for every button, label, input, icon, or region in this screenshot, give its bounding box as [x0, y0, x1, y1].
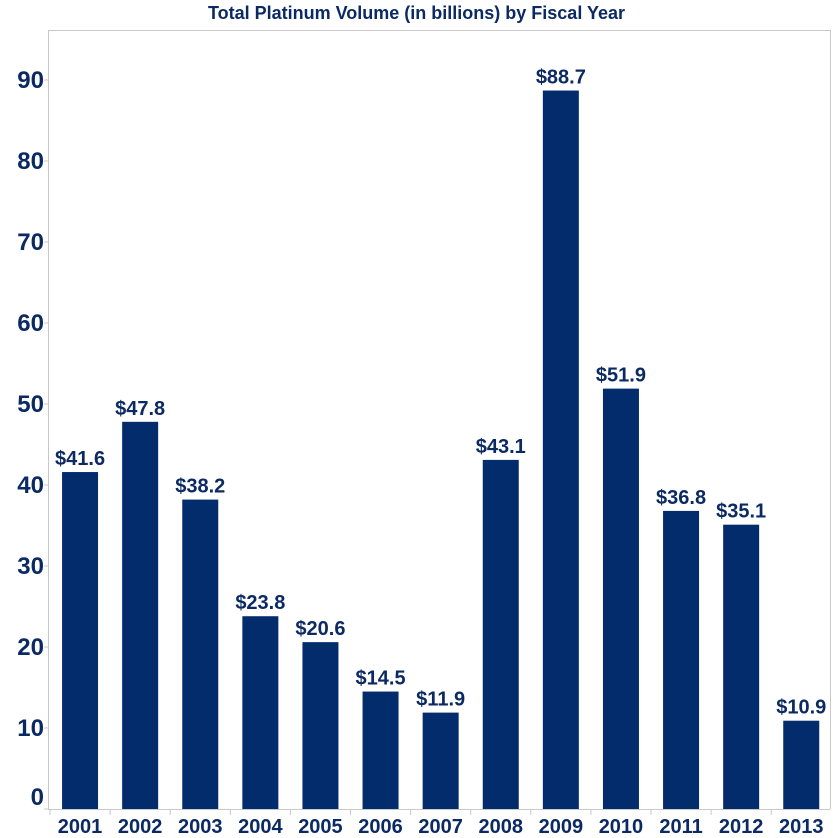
bar-2002 — [122, 421, 159, 809]
x-tick-label-2006: 2006 — [358, 816, 403, 838]
x-tick-label-2001: 2001 — [58, 816, 103, 838]
data-label-2006: $14.5 — [356, 668, 406, 690]
y-tick-label: 40 — [17, 472, 44, 499]
data-label-2002: $47.8 — [115, 398, 165, 420]
x-tick-label-2004: 2004 — [238, 816, 283, 838]
x-axis-ticks: 2001 2002 2003 2004 2005 2006 2007 2008 2009 2010… — [49, 809, 824, 838]
data-label-2004: $23.8 — [235, 592, 285, 614]
y-tick-label: 60 — [17, 310, 44, 337]
bar-2005 — [302, 642, 339, 809]
y-tick-label: 10 — [17, 715, 44, 742]
bar-2003 — [182, 499, 219, 809]
y-tick-label: 80 — [17, 148, 44, 175]
bar-2009 — [542, 90, 579, 809]
data-label-2005: $20.6 — [295, 618, 345, 640]
x-tick-label-2009: 2009 — [539, 816, 584, 838]
data-label-2009: $88.7 — [536, 67, 586, 89]
x-tick-label-2002: 2002 — [118, 816, 163, 838]
data-label-2010: $51.9 — [596, 365, 646, 387]
y-tick-label: 0 — [31, 784, 44, 811]
data-label-2007: $11.9 — [416, 689, 465, 711]
bar-2011 — [663, 510, 700, 809]
x-tick-label-2012: 2012 — [719, 816, 764, 838]
y-tick-label: 50 — [17, 391, 44, 418]
data-label-2003: $38.2 — [175, 476, 225, 498]
bar-2013 — [783, 720, 820, 809]
x-tick-label-2008: 2008 — [479, 816, 524, 838]
bar-2001 — [62, 472, 99, 809]
bar-2010 — [602, 388, 639, 809]
data-label-2012: $35.1 — [716, 501, 766, 523]
bar-2008 — [482, 459, 519, 809]
bar-2006 — [362, 691, 399, 809]
y-tick-label: 70 — [17, 229, 44, 256]
y-tick-label: 90 — [17, 67, 44, 94]
x-tick-label-2011: 2011 — [659, 816, 702, 838]
data-label-2013: $10.9 — [776, 697, 826, 719]
bar-2012 — [723, 524, 760, 809]
x-tick-label-2007: 2007 — [418, 816, 463, 838]
x-tick-label-2010: 2010 — [599, 816, 644, 838]
data-labels-group: $41.6 $47.8 $38.2 $23.8 $20.6 $14.5 $11.9 $43.1… — [55, 67, 826, 719]
bar-2004 — [242, 616, 279, 809]
x-tick-label-2013: 2013 — [779, 816, 824, 838]
data-label-2008: $43.1 — [476, 436, 526, 458]
bars-group — [62, 90, 820, 809]
y-axis-ticks: 0 10 20 30 40 50 60 70 80 90 — [17, 67, 48, 811]
bar-2007 — [422, 712, 459, 809]
y-tick-label: 30 — [17, 553, 44, 580]
data-label-2011: $36.8 — [656, 487, 706, 509]
x-tick-label-2005: 2005 — [298, 816, 343, 838]
data-label-2001: $41.6 — [55, 448, 105, 470]
y-tick-label: 20 — [17, 634, 44, 661]
chart-title: Total Platinum Volume (in billions) by F… — [207, 3, 626, 23]
x-tick-label-2003: 2003 — [178, 816, 223, 838]
